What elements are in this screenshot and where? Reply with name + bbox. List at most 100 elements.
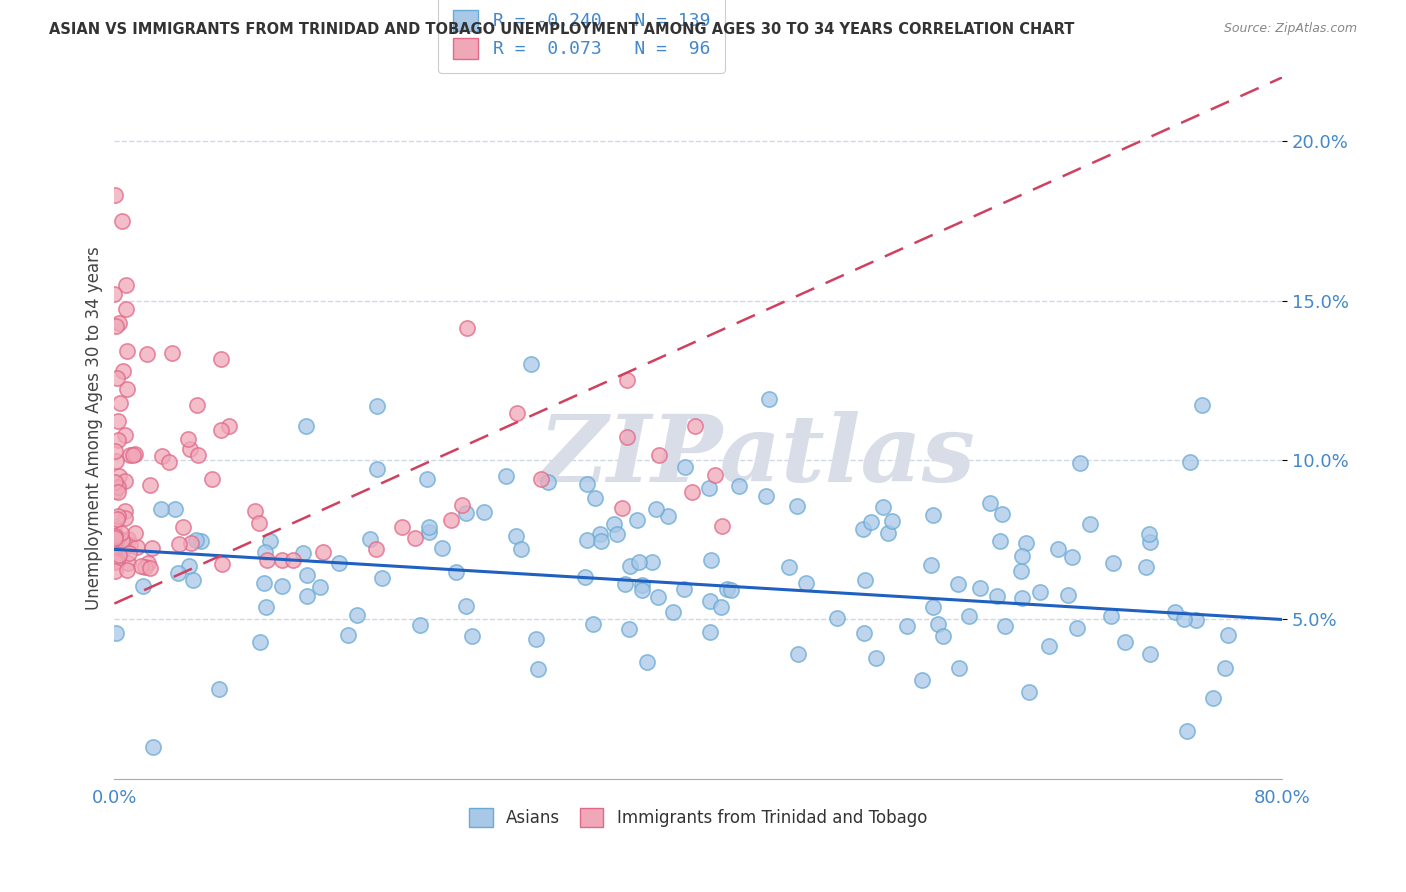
Point [142,739,165,754]
Point [190,533,212,548]
Point [619,559,641,574]
Point [896,619,918,633]
Point [186,398,208,412]
Point [104,543,127,558]
Point [1099,609,1122,624]
Point [112,364,135,378]
Point [657,508,679,523]
Point [253,576,276,591]
Point [118,546,141,560]
Point [254,545,277,559]
Point [880,514,903,528]
Point [114,427,136,442]
Point [1139,535,1161,549]
Point [699,593,721,607]
Point [103,550,125,565]
Point [149,502,172,516]
Point [104,529,127,543]
Point [1101,556,1123,570]
Text: ZIPatlas: ZIPatlas [538,411,976,501]
Point [134,560,156,574]
Point [181,573,204,587]
Point [117,563,139,577]
Point [922,508,945,522]
Point [391,520,413,534]
Point [209,351,232,366]
Point [1173,612,1195,626]
Point [211,557,233,571]
Point [683,419,706,434]
Point [979,495,1001,509]
Point [366,462,388,476]
Point [150,449,173,463]
Point [641,555,664,569]
Point [328,557,350,571]
Point [208,681,231,696]
Point [115,344,138,359]
Point [211,423,233,437]
Point [787,647,810,661]
Point [583,491,606,506]
Point [1057,588,1080,602]
Point [1029,584,1052,599]
Point [755,489,778,503]
Point [860,515,883,529]
Point [703,467,725,482]
Point [259,534,281,549]
Point [697,481,720,495]
Point [366,399,388,413]
Point [520,358,543,372]
Point [122,448,145,462]
Point [1011,591,1033,605]
Point [104,564,127,578]
Point [1078,516,1101,531]
Point [118,538,141,552]
Point [673,460,696,475]
Point [574,570,596,584]
Point [201,472,224,486]
Point [409,618,432,632]
Point [1139,527,1161,541]
Point [249,635,271,649]
Point [110,395,132,409]
Point [107,480,129,494]
Point [245,504,267,518]
Point [920,558,942,572]
Point [446,565,468,579]
Point [986,589,1008,603]
Point [132,579,155,593]
Point [927,617,949,632]
Point [1163,605,1185,619]
Point [110,525,132,540]
Text: ASIAN VS IMMIGRANTS FROM TRINIDAD AND TOBAGO UNEMPLOYMENT AMONG AGES 30 TO 34 YE: ASIAN VS IMMIGRANTS FROM TRINIDAD AND TO… [49,22,1074,37]
Point [1139,647,1161,661]
Point [432,541,454,555]
Point [636,655,658,669]
Point [107,316,129,330]
Point [114,474,136,488]
Point [186,533,208,547]
Point [1038,639,1060,653]
Point [853,626,876,640]
Point [157,455,180,469]
Point [969,581,991,595]
Point [104,556,127,570]
Point [256,553,278,567]
Point [108,468,131,483]
Point [606,527,628,541]
Point [1015,535,1038,549]
Point [1018,685,1040,699]
Point [103,287,125,301]
Point [872,500,894,514]
Point [105,530,128,544]
Point [610,501,633,516]
Point [948,661,970,675]
Point [160,346,183,360]
Point [1191,398,1213,412]
Point [254,599,277,614]
Point [179,442,201,456]
Point [627,555,650,569]
Point [616,374,638,388]
Point [672,582,695,596]
Point [111,214,134,228]
